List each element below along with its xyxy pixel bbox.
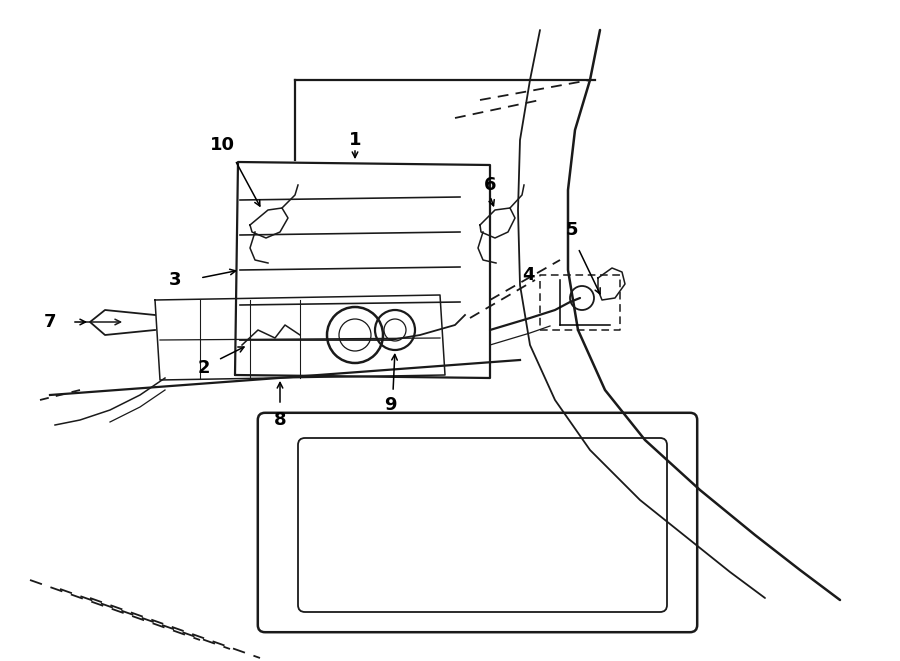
Text: 10: 10 <box>210 136 235 154</box>
Text: 6: 6 <box>484 176 496 194</box>
Text: 1: 1 <box>349 131 361 149</box>
Text: 8: 8 <box>274 411 286 429</box>
Text: 2: 2 <box>198 359 211 377</box>
Text: 7: 7 <box>44 313 56 331</box>
Text: 5: 5 <box>566 221 578 239</box>
Text: 3: 3 <box>169 271 181 289</box>
Text: 4: 4 <box>522 266 535 284</box>
Text: 9: 9 <box>383 396 396 414</box>
